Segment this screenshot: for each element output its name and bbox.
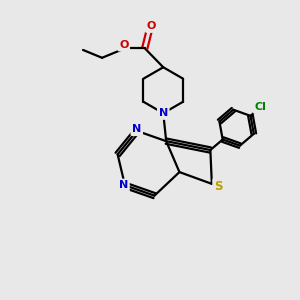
Text: N: N <box>119 180 128 190</box>
Text: S: S <box>214 180 223 193</box>
Text: N: N <box>132 124 141 134</box>
Text: O: O <box>147 21 156 31</box>
Text: O: O <box>119 40 128 50</box>
Text: N: N <box>159 108 168 118</box>
Text: Cl: Cl <box>255 102 267 112</box>
